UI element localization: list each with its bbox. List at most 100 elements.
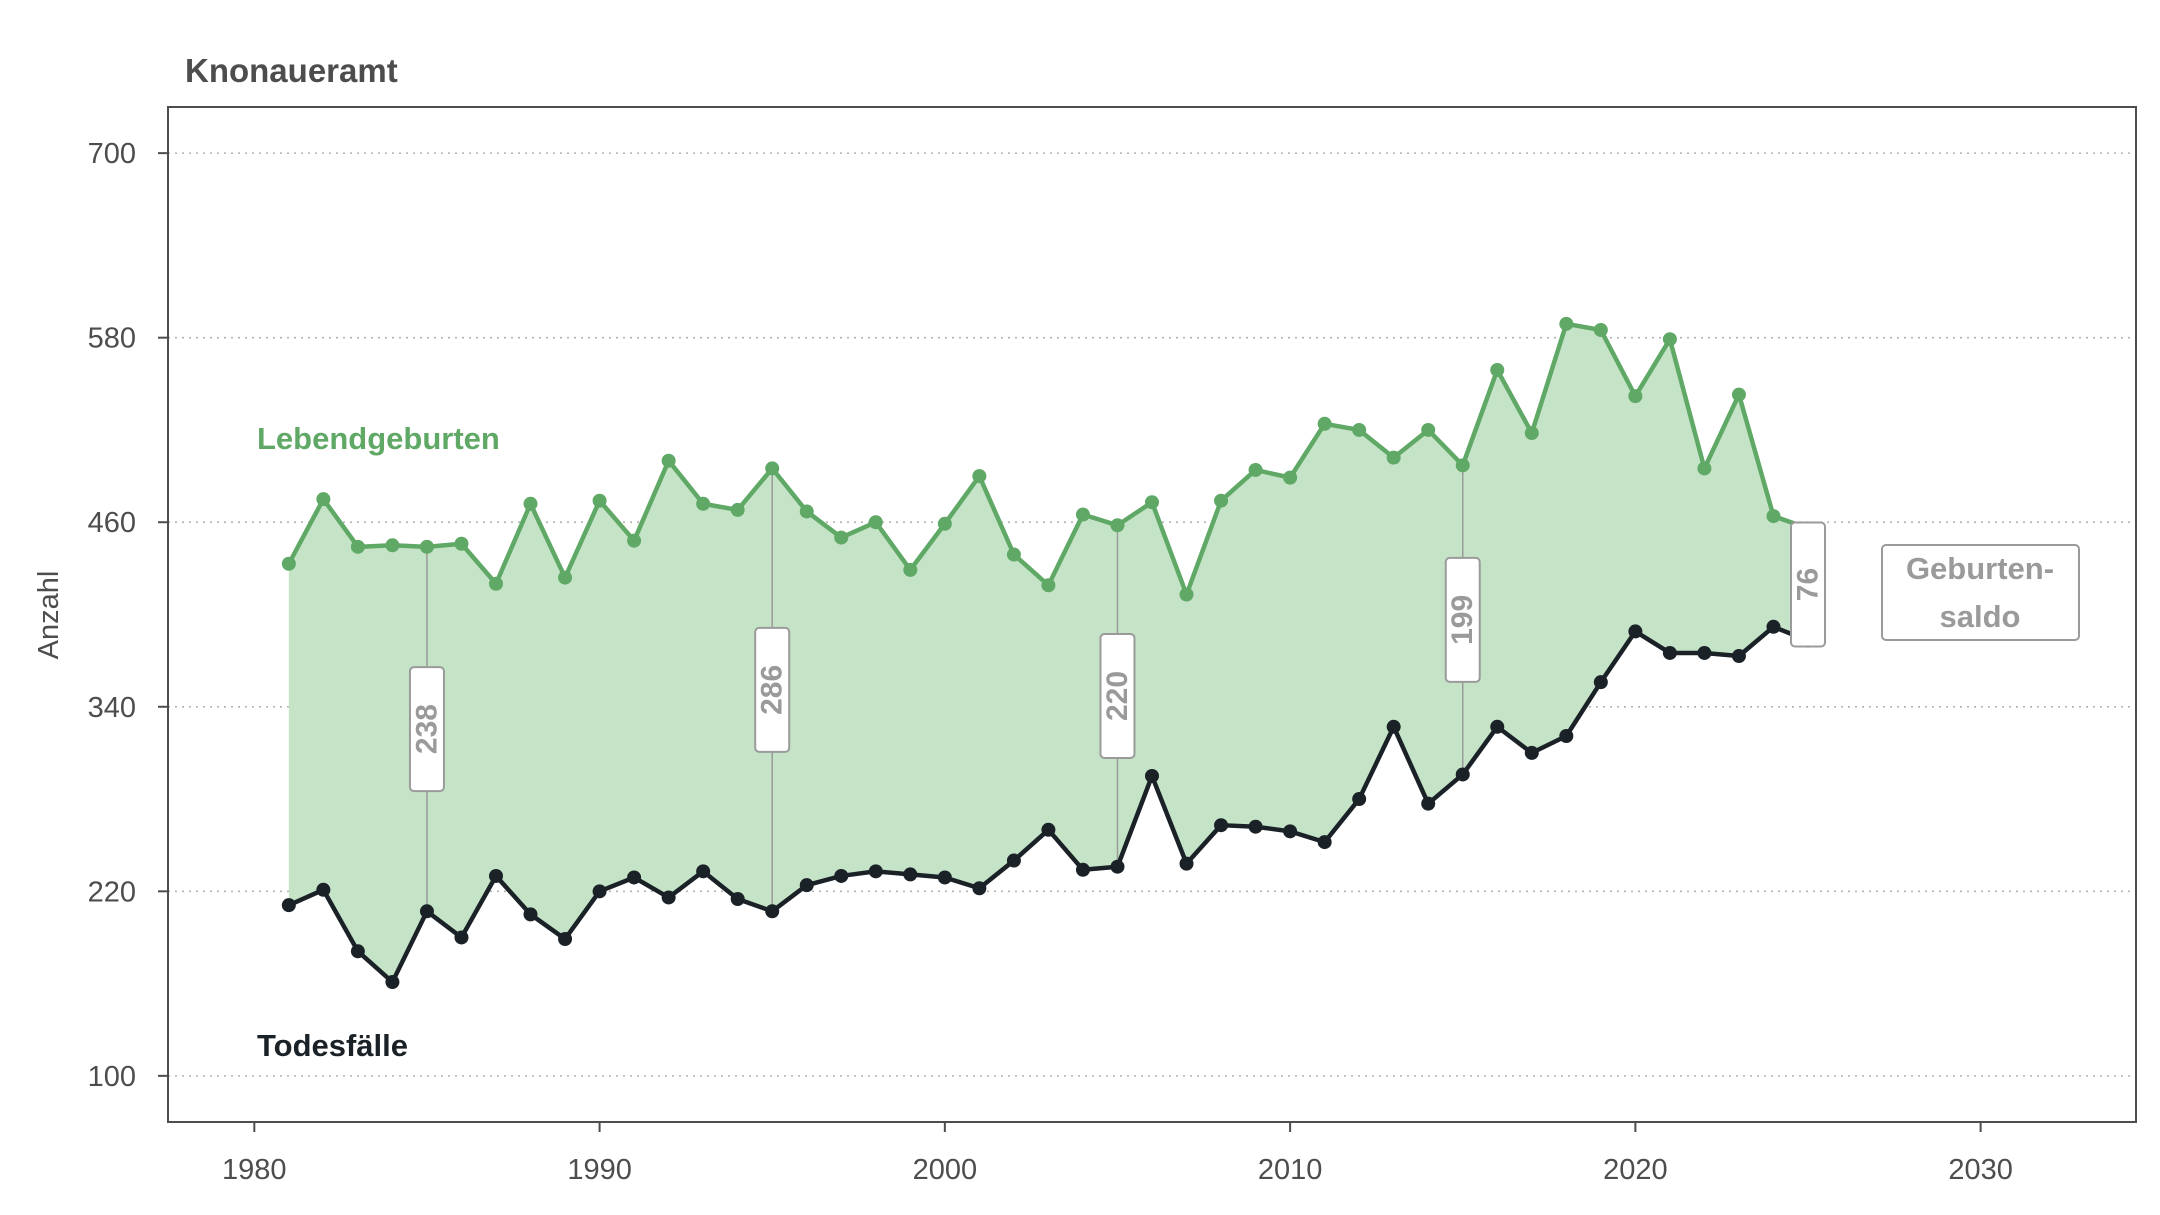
- saldo-legend-frame: [1881, 544, 2080, 641]
- births-point: [592, 493, 607, 508]
- saldo-annotation: 238: [408, 666, 445, 793]
- deaths-point: [1352, 792, 1367, 807]
- saldo-annotation-box: [1099, 633, 1136, 760]
- deaths-point: [972, 881, 987, 896]
- deaths-point: [1041, 822, 1056, 837]
- y-tick-label: 700: [88, 138, 136, 170]
- y-tick-label: 220: [88, 876, 136, 908]
- saldo-annotation-label: 238: [410, 704, 443, 754]
- x-tick-label: 1990: [567, 1154, 632, 1186]
- deaths-point: [1214, 818, 1229, 833]
- deaths-point: [1145, 768, 1159, 783]
- x-tick-label: 1980: [222, 1154, 287, 1186]
- deaths-point: [1766, 619, 1781, 634]
- deaths-point: [489, 868, 503, 883]
- deaths-point: [1110, 859, 1125, 874]
- chart-title: Knonaueramt: [185, 52, 398, 89]
- births-point: [1317, 416, 1332, 431]
- deaths-point: [1524, 745, 1539, 760]
- saldo-annotation-box: [1444, 556, 1481, 683]
- x-tick-label: 2020: [1603, 1154, 1668, 1186]
- births-point: [1248, 462, 1263, 477]
- saldo-annotation: 199: [1444, 556, 1481, 683]
- deaths-point: [1628, 624, 1643, 639]
- saldo-annotation-label: 286: [756, 665, 789, 715]
- deaths-point: [1179, 856, 1194, 871]
- deaths-point: [1731, 649, 1746, 664]
- births-point: [1386, 450, 1401, 465]
- births-point: [1352, 422, 1367, 437]
- saldo-annotation-boxes: 238 286 220 199 76: [408, 521, 1826, 793]
- saldo-annotation-box: [1790, 521, 1826, 648]
- saldo-fill-area: [288, 323, 1809, 983]
- births-point: [454, 536, 469, 551]
- deaths-point: [1662, 645, 1677, 660]
- births-point: [868, 515, 883, 530]
- y-tick-label: 100: [88, 1061, 136, 1093]
- deaths-point: [1455, 767, 1470, 782]
- births-point: [1662, 332, 1677, 347]
- births-point: [903, 562, 918, 577]
- deaths-point: [454, 930, 469, 945]
- births-point: [1524, 426, 1539, 441]
- births-point: [834, 530, 849, 545]
- births-point: [799, 504, 814, 519]
- births-point: [1041, 578, 1056, 593]
- saldo-legend-line1: Geburten-: [1906, 551, 2054, 586]
- deaths-point: [350, 944, 365, 959]
- deaths-point: [868, 864, 883, 879]
- deaths-point: [1248, 819, 1263, 834]
- births-point: [1731, 387, 1746, 402]
- deaths-point: [696, 864, 711, 879]
- y-tick-label: 340: [88, 692, 136, 724]
- deaths-point: [558, 931, 573, 946]
- saldo-annotation: 76: [1790, 521, 1826, 648]
- births-point: [1593, 322, 1608, 337]
- births-point: [523, 496, 538, 511]
- births-point: [385, 538, 400, 553]
- y-axis-label: Anzahl: [33, 571, 65, 660]
- births-point: [1559, 316, 1574, 331]
- births-point: [1214, 493, 1229, 508]
- deaths-point: [1006, 853, 1021, 868]
- deaths-point: [834, 868, 849, 883]
- deaths-point: [1283, 824, 1298, 839]
- saldo-legend-box: Geburten- saldo: [1881, 544, 2080, 641]
- births-point: [1283, 470, 1298, 485]
- x-axis-ticks: 1980 1990 2000 2010 2020 2030: [222, 1122, 2013, 1186]
- deaths-point: [627, 870, 642, 885]
- births-point: [972, 469, 987, 484]
- births-point: [489, 576, 503, 591]
- deaths-point: [661, 890, 676, 905]
- births-point: [558, 570, 573, 585]
- births-point: [1421, 422, 1436, 437]
- deaths-point: [1490, 719, 1505, 734]
- deaths-point: [1386, 719, 1401, 734]
- series-label-births: Lebendgeburten: [257, 421, 500, 456]
- saldo-annotation-label: 220: [1101, 671, 1134, 721]
- births-point: [350, 539, 365, 554]
- births-point: [1697, 461, 1712, 476]
- series-points: [281, 316, 1815, 990]
- births-point: [627, 533, 642, 548]
- births-point: [281, 556, 296, 571]
- births-point: [1628, 389, 1643, 404]
- births-point: [937, 516, 952, 531]
- saldo-legend-line2: saldo: [1940, 599, 2021, 634]
- plot-frame: [167, 106, 2137, 1123]
- deaths-point: [592, 884, 607, 899]
- deaths-point: [1593, 675, 1608, 690]
- saldo-annotation-label: 199: [1446, 595, 1479, 645]
- x-tick-label: 2010: [1258, 1154, 1323, 1186]
- deaths-point: [419, 904, 434, 919]
- births-point: [1455, 458, 1470, 473]
- deaths-point: [1559, 728, 1574, 743]
- saldo-annotation: 220: [1099, 633, 1136, 760]
- deaths-point: [799, 878, 814, 893]
- deaths-point: [1317, 835, 1332, 850]
- deaths-point: [523, 907, 538, 922]
- saldo-annotation: 286: [754, 626, 791, 753]
- x-tick-label: 2030: [1948, 1154, 2013, 1186]
- deaths-point: [1697, 645, 1712, 660]
